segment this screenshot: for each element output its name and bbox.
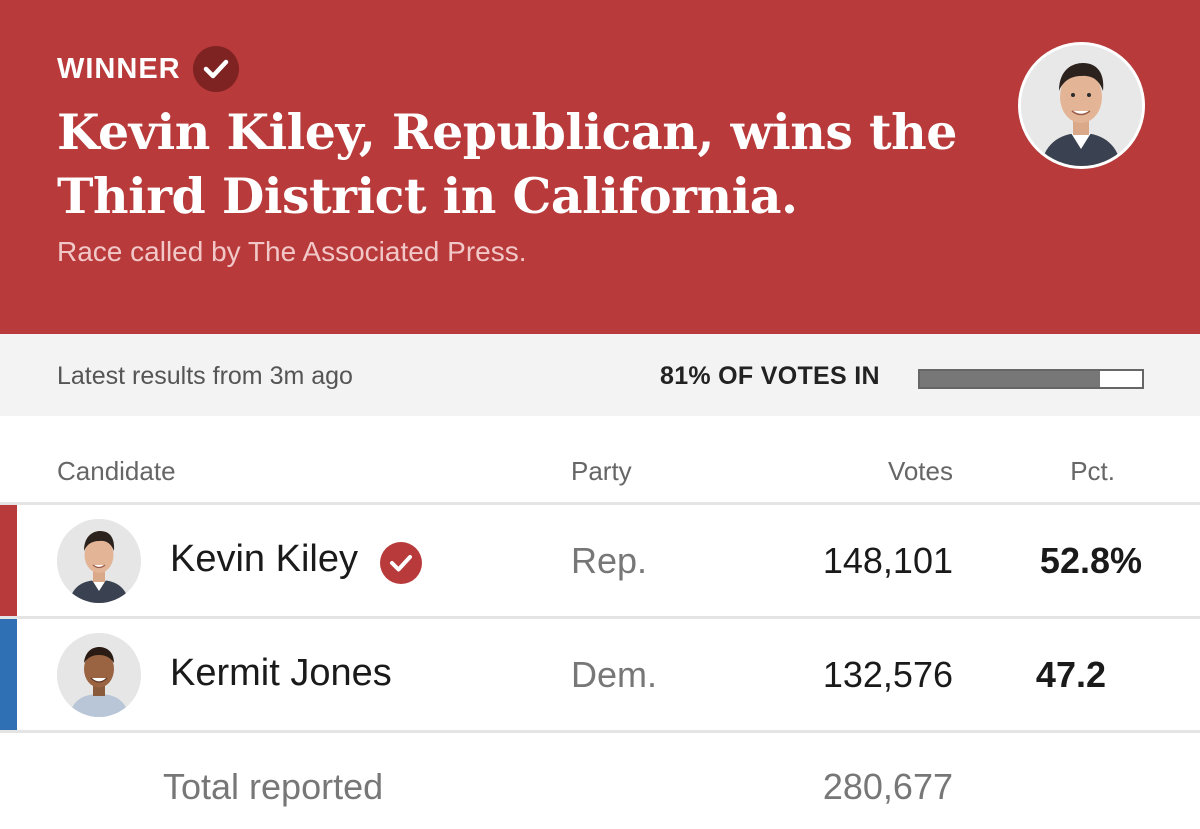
latest-results-text: Latest results from 3m ago (57, 362, 353, 390)
header-votes: Votes (887, 456, 953, 486)
winner-label: WINNER (57, 52, 181, 85)
header-divider (0, 502, 1200, 505)
results-status-bar: Latest results from 3m ago 81% OF VOTES … (0, 334, 1200, 416)
candidate-party: Dem. (571, 654, 658, 695)
check-circle-icon (192, 46, 239, 92)
winner-row: WINNER (57, 45, 239, 93)
votes-in-label: 81% OF VOTES IN (660, 362, 880, 390)
winner-photo (1018, 42, 1145, 169)
headline: Kevin Kiley, Republican, wins the Third … (57, 103, 957, 225)
check-circle-icon (380, 542, 422, 584)
row-divider (0, 730, 1200, 733)
candidate-party: Rep. (571, 540, 648, 581)
total-reported-votes: 280,677 (822, 766, 953, 807)
candidate-pct: 52.8% (1039, 540, 1142, 581)
avatar (57, 519, 141, 603)
header-pct: Pct. (1070, 456, 1115, 486)
reporting-progress-fill (920, 371, 1100, 387)
candidate-pct: 47.2 (1035, 654, 1106, 695)
total-reported-label: Total reported (163, 766, 384, 807)
candidate-name: Kevin Kiley (170, 538, 358, 580)
candidate-votes: 148,101 (822, 540, 953, 581)
race-called-text: Race called by The Associated Press. (57, 236, 527, 267)
party-color-stripe (0, 619, 17, 731)
reporting-progress-bar (918, 369, 1144, 389)
table-row: Kermit Jones Dem. 132,576 47.2 (0, 619, 1200, 731)
header-candidate: Candidate (57, 456, 176, 486)
party-color-stripe (0, 505, 17, 617)
header-party: Party (571, 456, 632, 486)
avatar (57, 633, 141, 717)
row-divider (0, 616, 1200, 619)
table-row: Kevin Kiley Rep. 148,101 52.8% (0, 505, 1200, 617)
candidate-votes: 132,576 (822, 654, 953, 695)
candidate-name: Kermit Jones (170, 652, 392, 694)
winner-banner: WINNER Kevin Kiley, Republican, wins the… (0, 0, 1200, 334)
